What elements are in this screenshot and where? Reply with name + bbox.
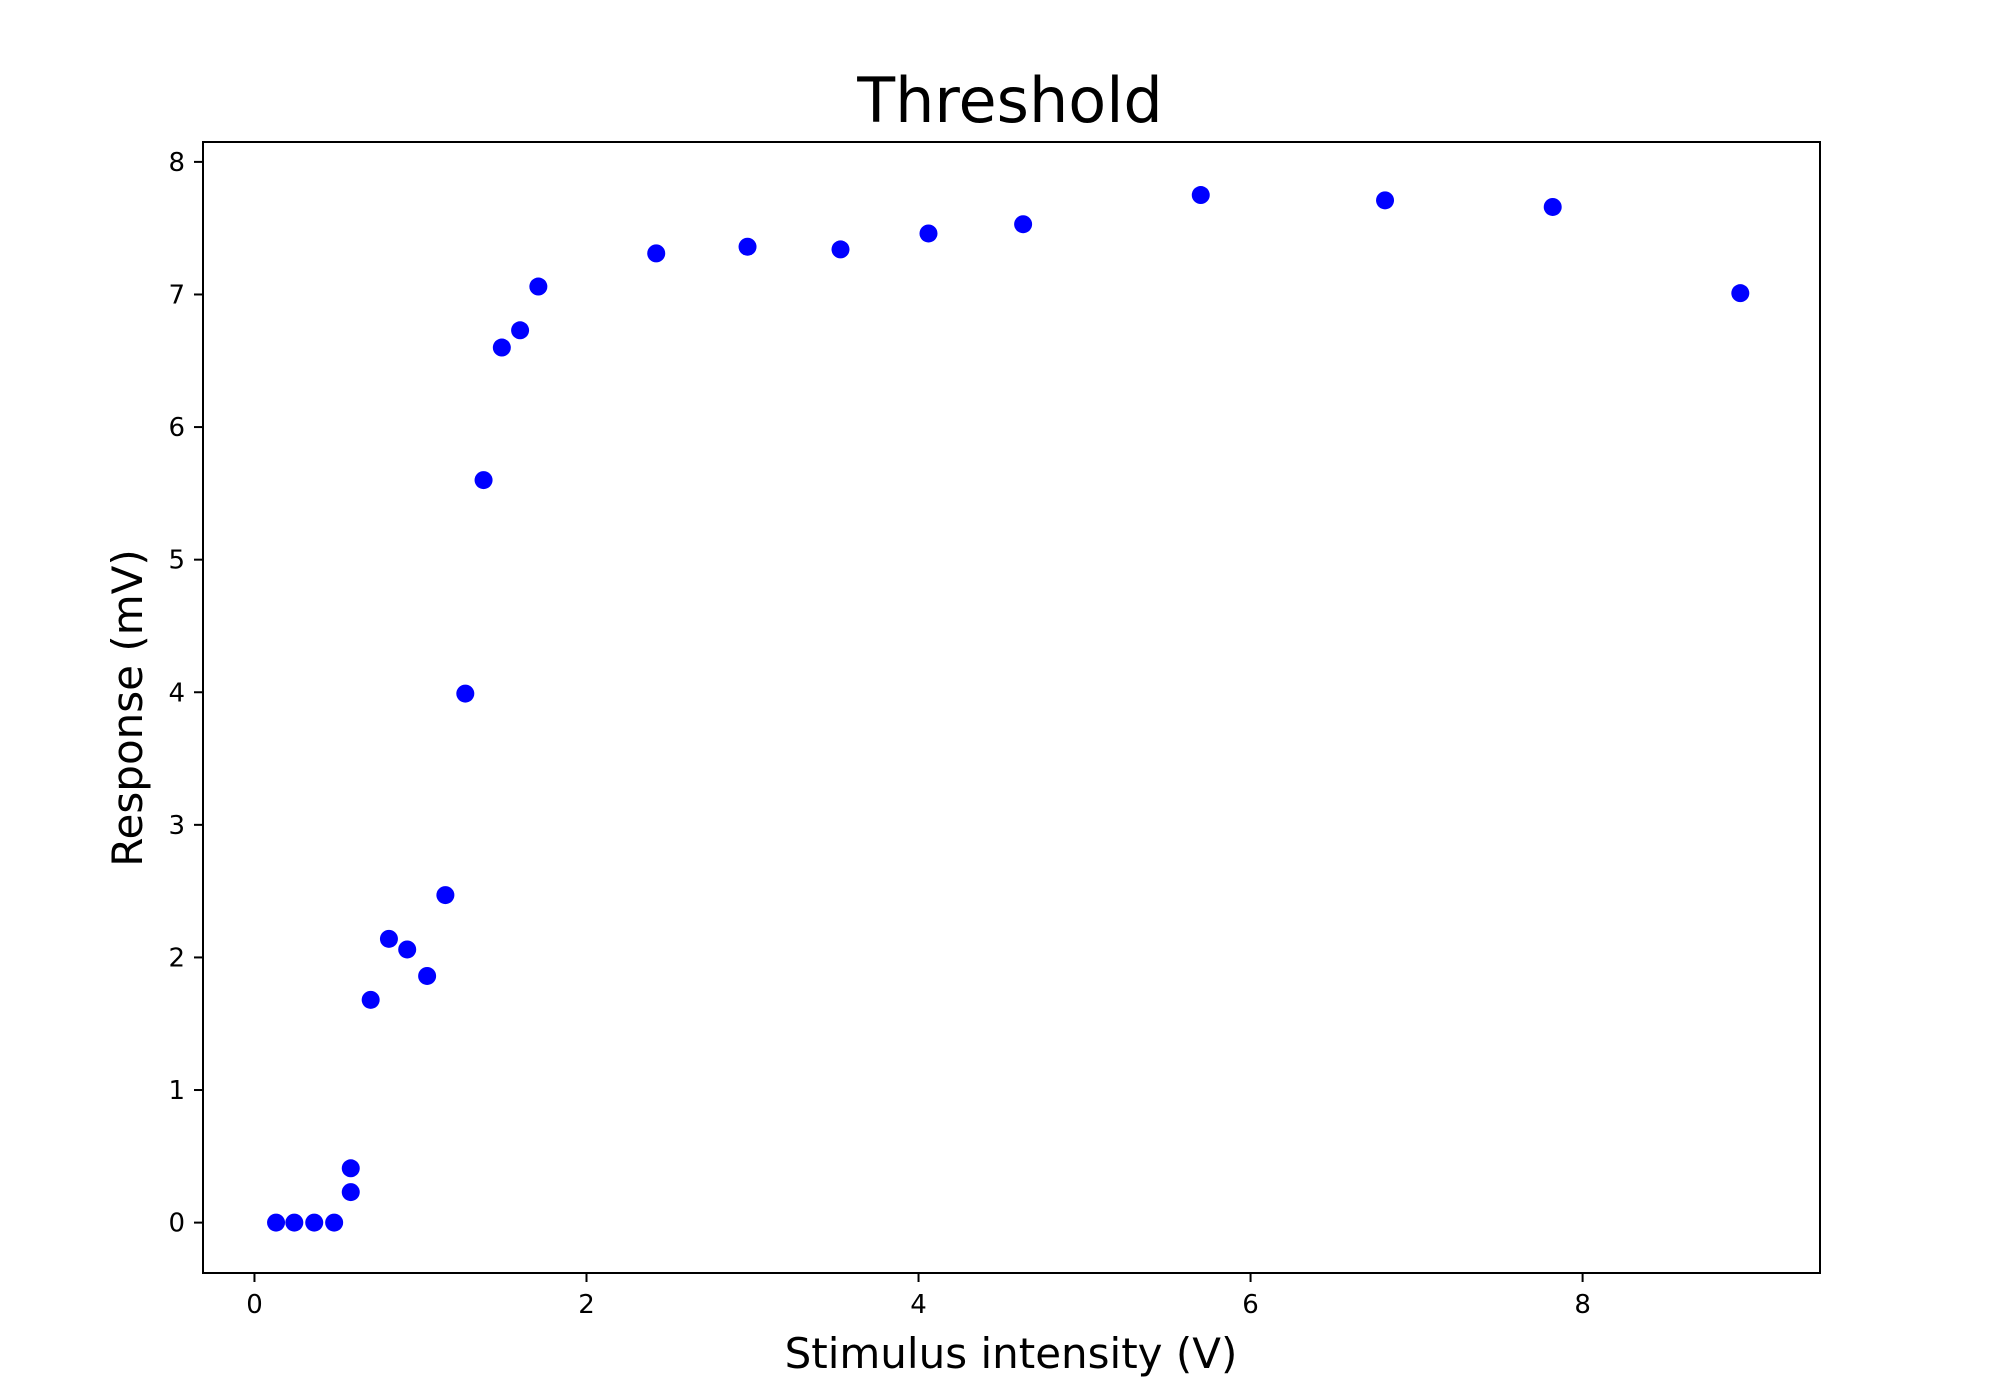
data-point (418, 966, 437, 985)
data-point (1014, 215, 1033, 234)
data-point (831, 240, 850, 259)
chart-title: Threshold (856, 64, 1163, 137)
data-point (1191, 186, 1210, 205)
x-axis-ticks: 0 2 4 6 8 (246, 1273, 1591, 1320)
data-point (379, 929, 398, 948)
data-point (456, 684, 475, 703)
y-tick-label: 5 (168, 546, 185, 576)
data-points (267, 186, 1750, 1232)
data-point (1731, 284, 1750, 303)
data-point (738, 237, 757, 256)
y-tick-label: 8 (168, 148, 185, 178)
x-tick-label: 2 (578, 1290, 595, 1320)
data-point (1543, 197, 1562, 216)
y-tick-label: 3 (168, 811, 185, 841)
y-axis-label: Response (mV) (103, 549, 152, 866)
x-axis-label: Stimulus intensity (V) (785, 1329, 1238, 1378)
data-point (1376, 191, 1395, 210)
data-point (474, 471, 493, 490)
data-point (398, 940, 417, 959)
data-point (325, 1213, 344, 1232)
y-axis-ticks: 0 1 2 3 4 5 6 7 8 (168, 148, 203, 1239)
data-point (361, 990, 380, 1009)
data-point (511, 321, 530, 340)
data-point (919, 224, 938, 243)
y-tick-label: 4 (168, 678, 185, 708)
data-point (492, 338, 511, 357)
data-point (647, 244, 666, 263)
data-point (267, 1213, 286, 1232)
x-tick-label: 0 (246, 1290, 263, 1320)
y-tick-label: 2 (168, 943, 185, 973)
data-point (341, 1159, 360, 1178)
data-point (341, 1183, 360, 1202)
data-point (305, 1213, 324, 1232)
y-tick-label: 0 (168, 1209, 185, 1239)
x-tick-label: 8 (1574, 1290, 1591, 1320)
data-point (436, 886, 455, 905)
data-point (529, 277, 548, 296)
plot-area-frame (202, 141, 1821, 1274)
y-tick-label: 1 (168, 1076, 185, 1106)
x-tick-label: 4 (910, 1290, 927, 1320)
y-tick-label: 7 (168, 280, 185, 310)
x-tick-label: 6 (1242, 1290, 1259, 1320)
y-tick-label: 6 (168, 413, 185, 443)
data-point (285, 1213, 304, 1232)
